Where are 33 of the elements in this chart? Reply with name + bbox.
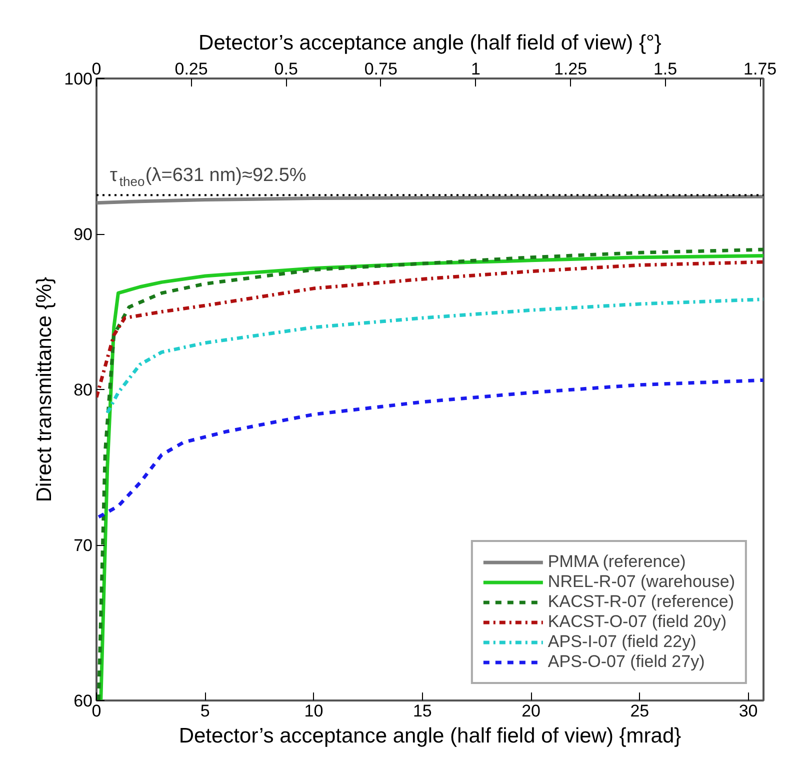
x-tick-label: 0 — [92, 702, 102, 720]
x2-tick-label: 1.25 — [554, 60, 588, 78]
y-tick-label: 90 — [74, 225, 93, 244]
x2-tick-label: 0.5 — [274, 60, 298, 78]
y-tick-label: 100 — [64, 70, 93, 88]
line-series — [96, 260, 764, 400]
legend-label: KACST-R-07 (reference) — [548, 592, 734, 612]
legend-label: APS-I-07 (field 22y) — [548, 632, 696, 652]
x2-tick-label: 1 — [470, 60, 480, 78]
x-tick-label: 10 — [304, 702, 324, 720]
line-series — [106, 298, 764, 415]
x-tick-label: 25 — [630, 702, 650, 720]
x2-tick-label: 1.5 — [653, 60, 678, 78]
x2-tick-label: 0.25 — [174, 60, 208, 78]
x-tick-label: 30 — [738, 702, 758, 720]
x2-tick-label: 0 — [92, 60, 102, 78]
x2-tick-label: 0.75 — [364, 60, 398, 78]
y-tick-label: 80 — [74, 380, 93, 400]
legend-label: KACST-O-07 (field 20y) — [548, 612, 726, 632]
y-tick-label: 60 — [74, 692, 93, 710]
legend-label: APS-O-07 (field 27y) — [548, 652, 705, 672]
line-series — [96, 378, 764, 519]
x-tick-label: 15 — [412, 702, 432, 720]
line-series — [96, 194, 764, 205]
x-tick-label: 5 — [200, 702, 210, 720]
x2-axis-title: Detector’s acceptance angle (half field of view) {°} — [198, 32, 662, 54]
legend-label: NREL-R-07 (warehouse) — [548, 572, 735, 592]
legend-label: PMMA (reference) — [548, 552, 686, 572]
x2-tick-label: 1.75 — [744, 60, 777, 78]
x-tick-label: 20 — [522, 702, 540, 720]
y-tick-label: 70 — [74, 536, 93, 555]
y-axis-title: Direct transmittance {%} — [33, 276, 56, 502]
x-axis-title: Detector’s acceptance angle (half field of view) {mrad} — [178, 724, 682, 748]
